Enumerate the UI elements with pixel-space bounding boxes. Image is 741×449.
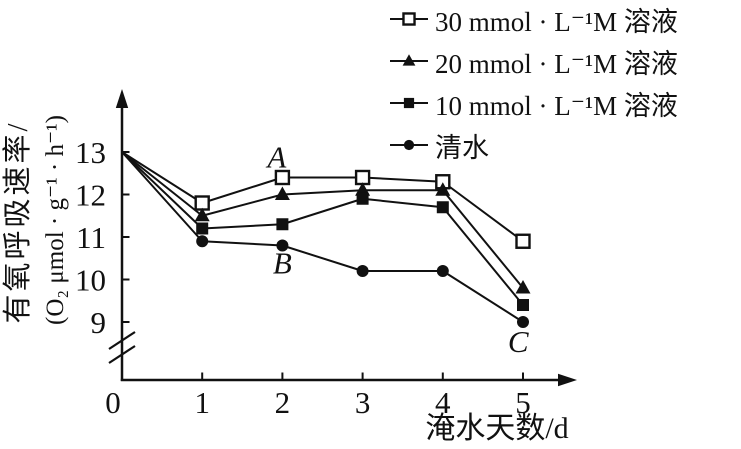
series-line-0	[121, 151, 524, 243]
filled-square-marker-icon	[436, 201, 449, 214]
open-square-marker-icon	[194, 195, 210, 211]
filled-square-marker-icon	[276, 218, 289, 231]
series-line-1	[121, 151, 524, 289]
y-tick-label: 10	[75, 263, 106, 298]
legend: 30 mmol · L⁻¹M 溶液 20 mmol · L⁻¹M 溶液 10 mmo…	[389, 0, 678, 166]
x-tick-label: 3	[355, 385, 371, 420]
legend-label: 清水	[435, 132, 489, 163]
filled-triangle-marker-icon	[274, 186, 290, 200]
y-tick-label: 12	[75, 178, 106, 213]
y-tick-label: 9	[91, 305, 107, 340]
filled-triangle-marker-icon	[355, 182, 371, 196]
legend-marker-open-square	[390, 12, 428, 26]
filled-circle-marker-icon	[356, 265, 369, 277]
y-tick-label: 13	[75, 135, 106, 170]
legend-marker-filled-square	[390, 97, 428, 109]
open-square-marker-icon	[402, 12, 416, 26]
x-tick-label: 5	[515, 385, 531, 420]
legend-label: 10 mmol · L⁻¹M 溶液	[435, 90, 678, 121]
annotation-A: A	[265, 139, 287, 174]
filled-triangle-marker-icon	[194, 207, 210, 222]
x-axis-arrow-icon	[558, 373, 577, 387]
filled-circle-marker-icon	[436, 265, 449, 277]
legend-marker-filled-circle	[390, 139, 428, 151]
y-axis-arrow-icon	[115, 89, 129, 108]
legend-item-1: 20 mmol · L⁻¹M 溶液	[389, 40, 678, 82]
filled-square-marker-icon	[356, 192, 369, 205]
filled-circle-marker-icon	[517, 316, 529, 328]
legend-item-2: 10 mmol · L⁻¹M 溶液	[389, 82, 678, 124]
open-square-marker-icon	[515, 233, 531, 249]
legend-label: 20 mmol · L⁻¹M 溶液	[435, 48, 678, 79]
x-tick-label: 2	[275, 385, 291, 420]
open-square-marker-icon	[354, 169, 371, 186]
legend-item-0: 30 mmol · L⁻¹M 溶液	[389, 0, 678, 40]
filled-square-marker-icon	[517, 299, 529, 311]
filled-circle-marker-icon	[276, 239, 289, 252]
x-axis-title: 淹水天数/d	[425, 412, 568, 445]
y-axis-title-line2: (O₂ μmol · g⁻¹ · h⁻¹)	[42, 115, 69, 325]
y-tick-label: 11	[76, 220, 106, 255]
filled-square-marker-icon	[196, 222, 209, 235]
axis-break-icon	[108, 345, 136, 364]
filled-triangle-marker-icon	[515, 280, 531, 294]
x-tick-label: 0	[105, 385, 121, 420]
filled-square-marker-icon	[403, 97, 415, 109]
legend-item-3: 清水	[389, 124, 678, 166]
annotation-C: C	[508, 324, 529, 359]
filled-triangle-marker-icon	[435, 182, 451, 196]
legend-marker-filled-triangle	[390, 54, 428, 66]
filled-circle-marker-icon	[196, 235, 209, 248]
filled-triangle-marker-icon	[402, 54, 416, 66]
filled-circle-marker-icon	[403, 139, 415, 151]
series-line-2	[121, 151, 524, 306]
axis-break-icon	[108, 331, 136, 350]
series-line-3	[121, 151, 524, 323]
legend-label: 30 mmol · L⁻¹M 溶液	[435, 6, 678, 37]
open-square-marker-icon	[274, 169, 291, 186]
x-tick-label: 4	[435, 385, 451, 420]
annotation-B: B	[273, 246, 292, 281]
x-tick-label: 1	[194, 385, 210, 420]
y-axis-title-line1: 有氧呼吸速率/	[1, 120, 34, 323]
